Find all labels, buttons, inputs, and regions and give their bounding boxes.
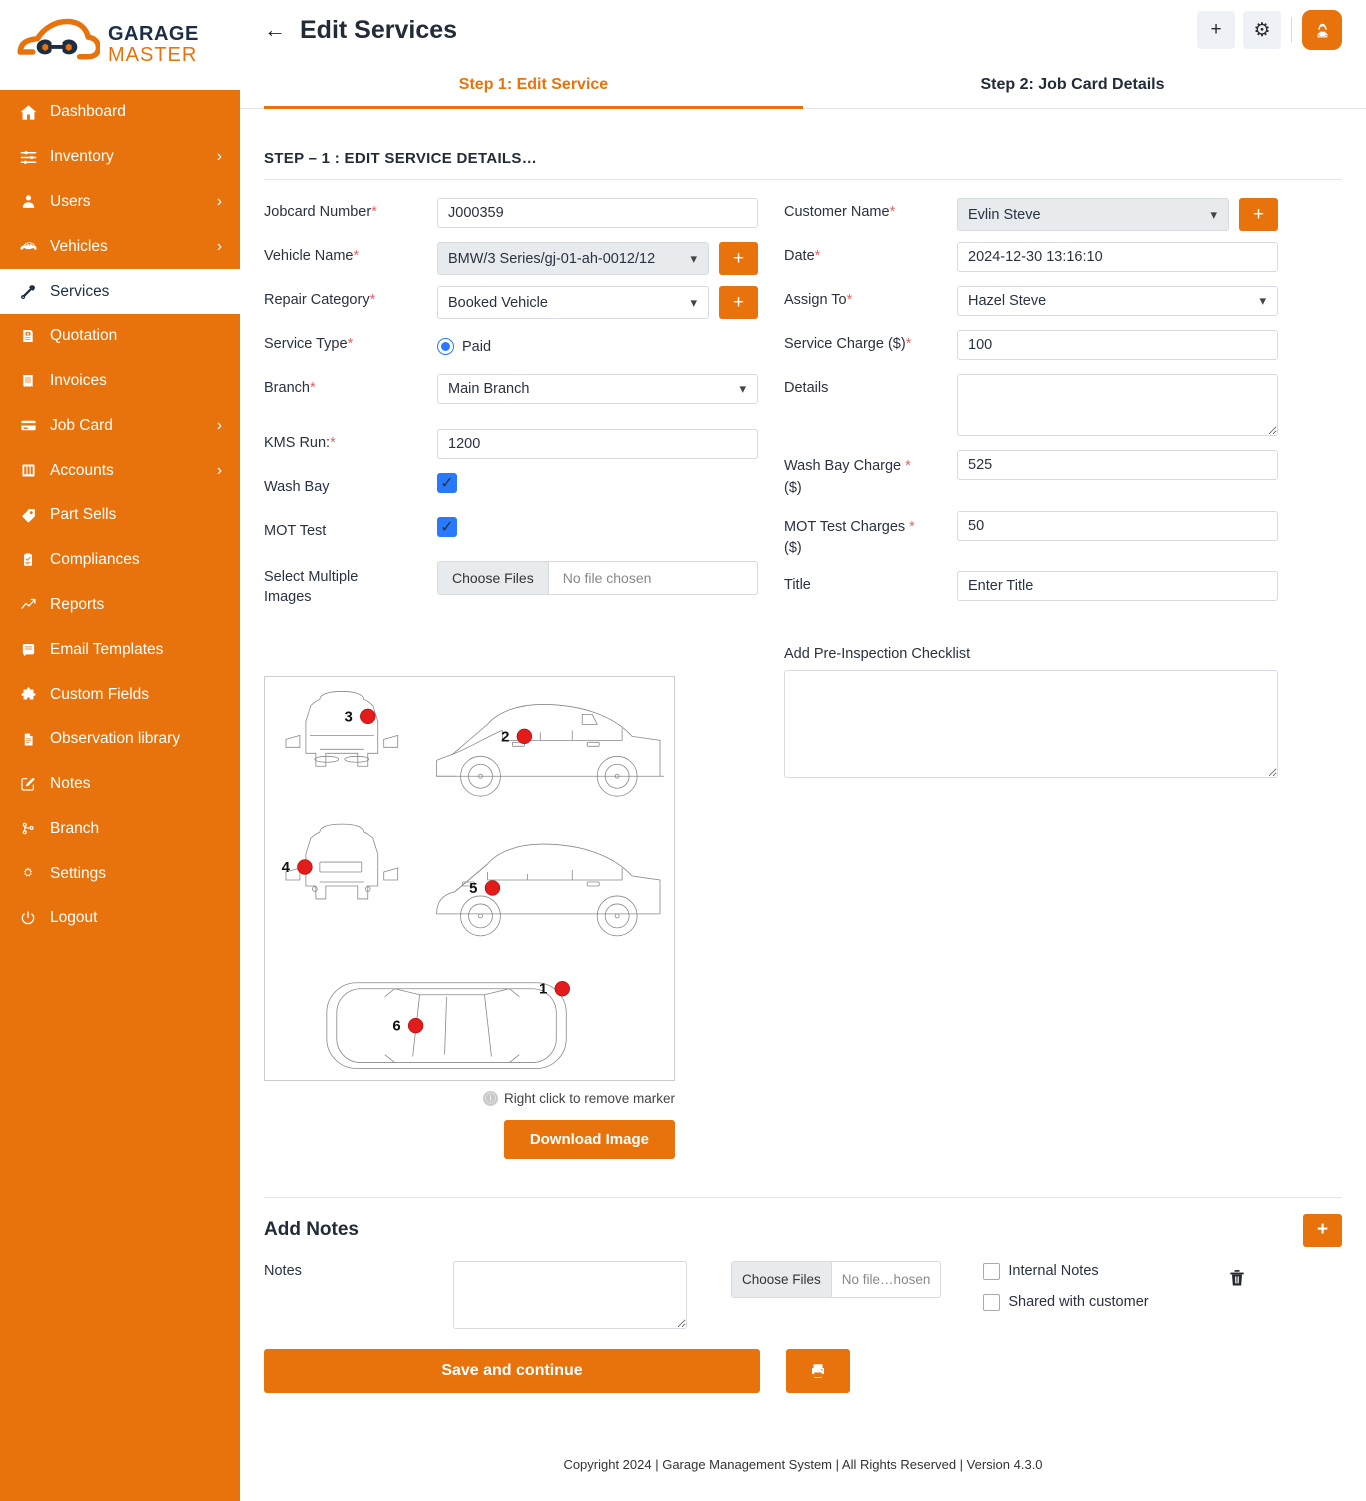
svg-text:5: 5: [469, 880, 477, 897]
svg-text:4: 4: [282, 859, 291, 876]
svg-text:1: 1: [539, 980, 547, 997]
svg-text:3: 3: [344, 708, 352, 725]
svg-text:6: 6: [392, 1017, 400, 1034]
svg-text:2: 2: [501, 728, 509, 745]
